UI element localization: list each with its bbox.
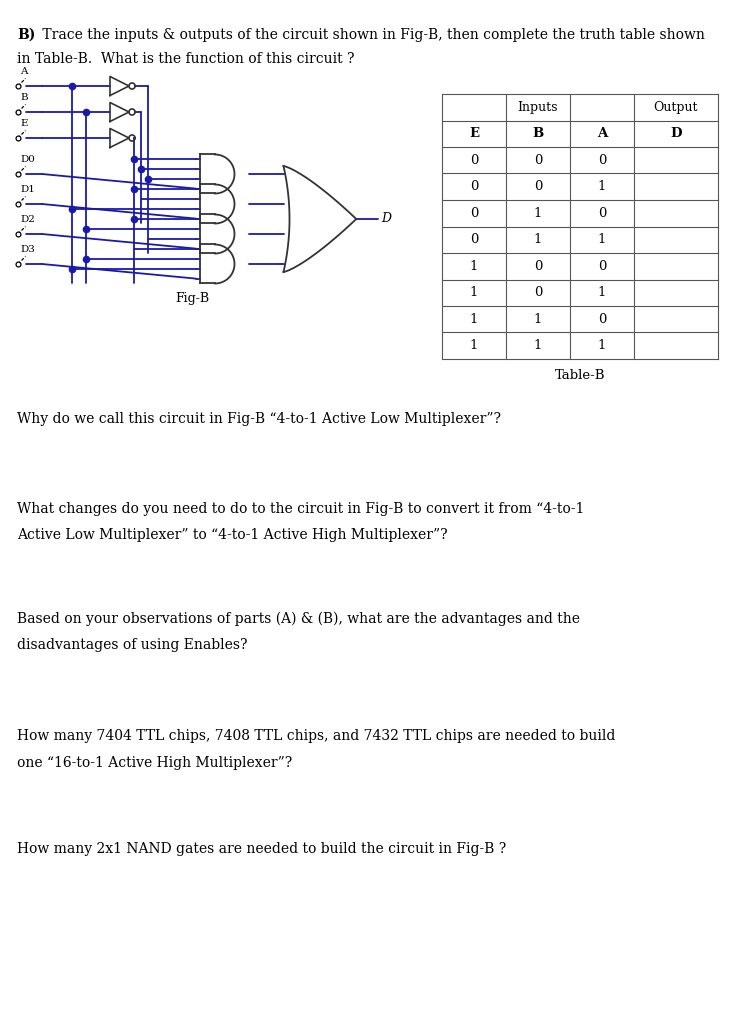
Text: Trace the inputs & outputs of the circuit shown in Fig-​B, then complete the tru: Trace the inputs & outputs of the circui… <box>38 28 705 42</box>
Text: 1: 1 <box>598 233 606 246</box>
Text: one “16-to-1 Active High Multiplexer”?: one “16-to-1 Active High Multiplexer”? <box>17 756 292 769</box>
Text: D: D <box>670 127 682 140</box>
Text: Why do we call this circuit in Fig-B “4-to-1 Active Low Multiplexer”?: Why do we call this circuit in Fig-B “4-… <box>17 412 501 426</box>
Text: A: A <box>20 67 28 76</box>
Text: 0: 0 <box>598 312 606 326</box>
Text: E: E <box>469 127 479 140</box>
Text: How many 2x1 NAND gates are needed to build the circuit in Fig-B ?: How many 2x1 NAND gates are needed to bu… <box>17 842 506 856</box>
Text: D0: D0 <box>20 155 35 164</box>
Text: 0: 0 <box>470 207 478 220</box>
Text: 1: 1 <box>534 233 542 246</box>
Text: Table-B: Table-B <box>555 369 605 382</box>
Text: 1: 1 <box>534 207 542 220</box>
Text: E: E <box>20 119 28 128</box>
Text: B: B <box>533 127 544 140</box>
Text: disadvantages of using Enables?: disadvantages of using Enables? <box>17 639 247 652</box>
Text: B: B <box>20 93 28 102</box>
Text: Active Low Multiplexer” to “4-to-1 Active High Multiplexer”?: Active Low Multiplexer” to “4-to-1 Activ… <box>17 528 447 543</box>
Text: 0: 0 <box>470 154 478 167</box>
Text: 0: 0 <box>534 260 542 272</box>
Text: How many 7404 TTL chips, 7408 TTL chips, and 7432 TTL chips are needed to build: How many 7404 TTL chips, 7408 TTL chips,… <box>17 729 616 743</box>
Text: 1: 1 <box>598 339 606 352</box>
Text: 1: 1 <box>470 339 478 352</box>
Text: Based on your observations of parts (A) & (B), what are the advantages and the: Based on your observations of parts (A) … <box>17 612 580 627</box>
Text: Fig-B: Fig-B <box>175 292 209 305</box>
Text: 1: 1 <box>534 312 542 326</box>
Text: 0: 0 <box>598 154 606 167</box>
Text: 1: 1 <box>598 287 606 299</box>
Text: 0: 0 <box>534 154 542 167</box>
Text: D: D <box>381 213 391 225</box>
Text: 1: 1 <box>470 287 478 299</box>
Text: 1: 1 <box>534 339 542 352</box>
Text: 0: 0 <box>470 180 478 194</box>
Text: B): B) <box>17 28 35 42</box>
Text: D1: D1 <box>20 185 35 194</box>
Text: 1: 1 <box>470 260 478 272</box>
Text: 0: 0 <box>598 207 606 220</box>
Text: 1: 1 <box>470 312 478 326</box>
Text: Inputs: Inputs <box>518 100 558 114</box>
Text: D3: D3 <box>20 245 35 254</box>
Text: 0: 0 <box>470 233 478 246</box>
Text: Output: Output <box>654 100 698 114</box>
Text: 0: 0 <box>598 260 606 272</box>
Text: 0: 0 <box>534 287 542 299</box>
Text: A: A <box>597 127 607 140</box>
Text: D2: D2 <box>20 215 35 224</box>
Text: in Table-B.  What is the function of this circuit ?: in Table-B. What is the function of this… <box>17 52 355 66</box>
Text: What changes do you need to do to the circuit in Fig-B to convert it from “4-to-: What changes do you need to do to the ci… <box>17 502 584 516</box>
Text: 0: 0 <box>534 180 542 194</box>
Text: 1: 1 <box>598 180 606 194</box>
